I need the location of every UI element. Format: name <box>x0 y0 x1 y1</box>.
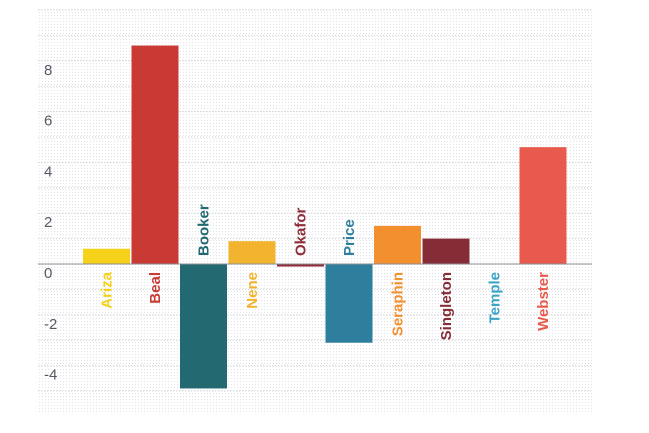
bar-webster <box>519 147 567 264</box>
y-tick-label: 2 <box>44 214 52 231</box>
bar-seraphin <box>374 225 421 264</box>
category-label-webster: Webster <box>535 272 552 331</box>
bars <box>83 45 567 389</box>
bar-ariza <box>83 248 130 264</box>
y-tick-label: 4 <box>44 163 52 180</box>
y-tick-label: -4 <box>44 367 57 384</box>
gridlines <box>38 9 592 392</box>
y-tick-label: -2 <box>44 316 57 333</box>
category-label-temple: Temple <box>487 272 504 323</box>
bar-booker <box>180 264 227 389</box>
bar-singleton <box>422 238 470 264</box>
category-label-seraphin: Seraphin <box>390 272 407 336</box>
bar-okafor <box>277 264 324 267</box>
category-label-nene: Nene <box>244 272 261 309</box>
y-tick-label: 8 <box>44 62 52 79</box>
category-label-okafor: Okafor <box>293 207 310 256</box>
category-labels: Ariza Beal Booker Nene Okafor Price Seraphin Si… <box>99 204 553 340</box>
y-tick-label: 6 <box>44 113 52 130</box>
category-label-booker: Booker <box>196 204 213 256</box>
category-label-singleton: Singleton <box>438 272 455 340</box>
bar-nene <box>228 241 276 264</box>
category-label-ariza: Ariza <box>99 271 116 308</box>
category-label-beal: Beal <box>147 272 164 304</box>
y-axis-ticks: 8 6 4 2 0 -2 -4 <box>44 62 57 384</box>
category-label-price: Price <box>341 219 358 256</box>
y-tick-label: 0 <box>44 265 52 282</box>
bar-price <box>325 264 373 343</box>
bar-beal <box>131 45 179 265</box>
plot-background <box>38 8 592 414</box>
